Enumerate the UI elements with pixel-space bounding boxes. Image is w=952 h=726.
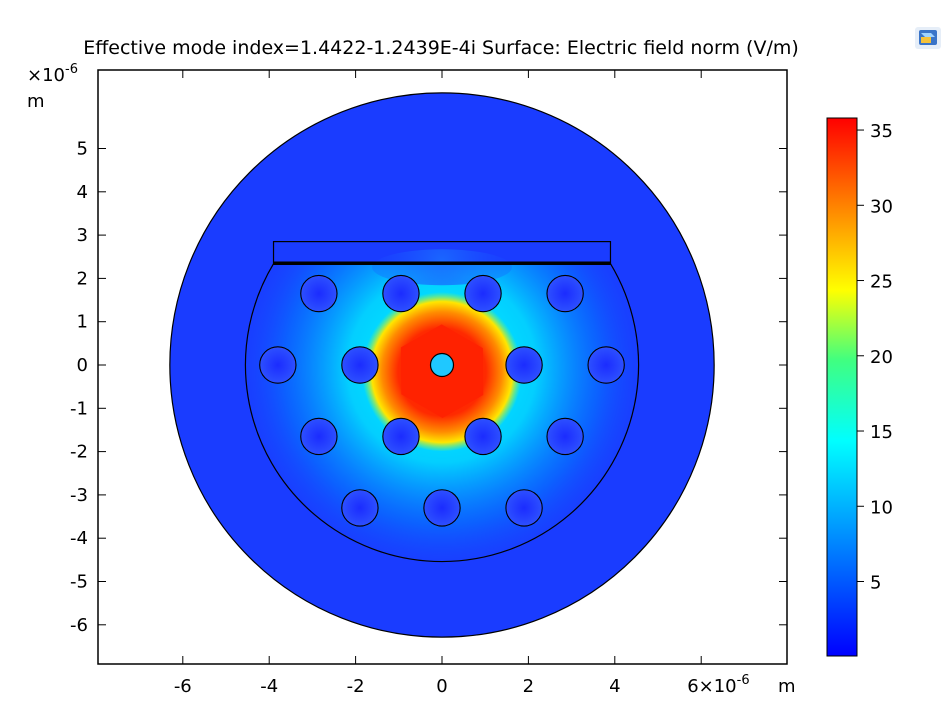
- air-hole-6: [341, 346, 379, 384]
- y-tick-label: 0: [77, 355, 88, 376]
- colorbar-tick-label: 15: [870, 422, 893, 443]
- x-tick-label: 4: [609, 676, 620, 697]
- x-tick-label: -2: [347, 676, 365, 697]
- y-tick-label: 1: [77, 312, 88, 333]
- y-tick-label: -1: [70, 398, 88, 419]
- colorbar-tick-label: 20: [870, 347, 893, 368]
- air-hole-8: [587, 346, 625, 384]
- x-tick-label: -4: [260, 676, 278, 697]
- air-hole-15: [505, 489, 543, 527]
- colorbar-ticks: 35 30 25 20 15 10 5: [857, 121, 893, 594]
- y-tick-label: -5: [70, 572, 88, 593]
- y-tick-label: -2: [70, 442, 88, 463]
- colorbar-tick-label: 25: [870, 272, 893, 293]
- x-tick-label: 6×10-6: [687, 673, 749, 697]
- air-hole-14: [423, 489, 461, 527]
- y-tick-label: 2: [77, 268, 88, 289]
- comsol-cube-icon[interactable]: [915, 27, 941, 49]
- inner-cladding-boundary: [244, 262, 640, 563]
- x-tick-label: 0: [436, 676, 447, 697]
- colorbar-tick-label: 30: [870, 196, 893, 217]
- x-tick-label: 2: [523, 676, 534, 697]
- colorbar: [826, 117, 858, 657]
- air-hole-11: [464, 417, 502, 456]
- field-surface: [169, 92, 715, 638]
- air-hole-10: [382, 417, 420, 456]
- colorbar-tick-label: 10: [870, 497, 893, 518]
- colorbar-tick-label: 35: [870, 121, 893, 142]
- x-axis-unit: m: [778, 676, 796, 697]
- y-tick-label: 4: [77, 182, 88, 203]
- y-tick-label: -6: [70, 615, 88, 636]
- air-hole-9: [300, 417, 338, 456]
- air-hole-7: [505, 346, 543, 384]
- y-axis-unit: m: [27, 91, 45, 112]
- x-tick-label: -6: [174, 676, 192, 697]
- air-hole-4: [546, 274, 584, 313]
- core-rod: [429, 352, 455, 378]
- air-hole-2: [382, 274, 420, 313]
- y-axis: 5 4 3 2 1 0 -1 -2 -3 -4 -5 -6: [70, 139, 787, 636]
- y-tick-label: 5: [77, 139, 88, 160]
- air-hole-12: [546, 417, 584, 456]
- air-hole-3: [464, 274, 502, 313]
- colorbar-tick-label: 5: [870, 573, 881, 594]
- air-hole-13: [341, 489, 379, 527]
- air-hole-1: [300, 274, 338, 313]
- y-tick-label: -3: [70, 485, 88, 506]
- y-tick-label: -4: [70, 528, 88, 549]
- air-hole-5: [259, 346, 297, 384]
- y-axis-multiplier: ×10-6: [27, 62, 78, 86]
- chart-title: Effective mode index=1.4422-1.2439E-4i S…: [83, 37, 799, 59]
- y-tick-label: 3: [77, 225, 88, 246]
